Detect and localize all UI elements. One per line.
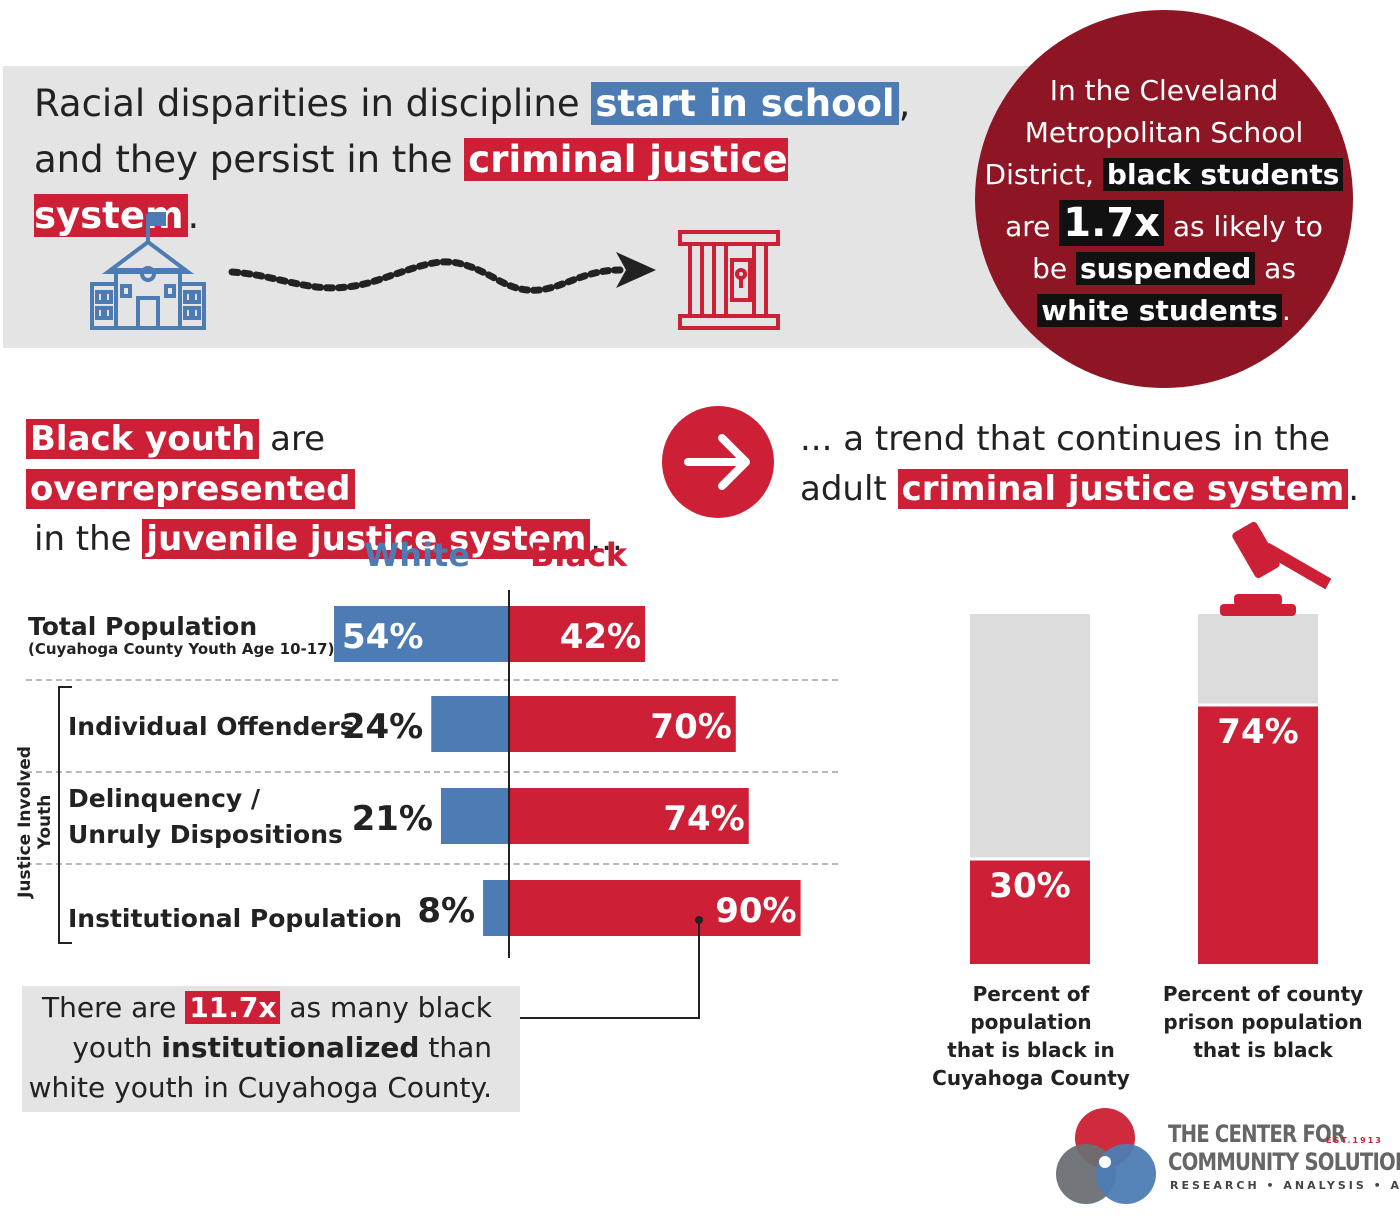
bar-black	[509, 788, 749, 844]
adult-statement: ... a trend that continues in the adult …	[800, 419, 1360, 509]
bar-black	[509, 880, 801, 936]
suspension-stat-text: In the Cleveland Metropolitan School Dis…	[975, 70, 1353, 332]
row-divider	[26, 771, 838, 773]
bar-white	[440, 788, 509, 844]
legend-black: Black	[530, 536, 628, 574]
bar-black	[509, 606, 646, 662]
bar-fill	[1198, 705, 1318, 964]
logo-line1: THE CENTER FOR	[1168, 1120, 1346, 1148]
justice-involved-bracket	[58, 686, 72, 944]
row-label-delinquency-1: Delinquency /	[68, 784, 261, 813]
dotted-arrow-icon	[228, 252, 656, 294]
diverging-bar-chart: 54% 42% 24% 70% 21% 74% 8% 90%	[334, 590, 801, 958]
bar-white	[431, 696, 509, 752]
gavel-icon	[1220, 521, 1332, 616]
legend-white: White	[364, 536, 471, 574]
suspension-stat-circle: In the Cleveland Metropolitan School Dis…	[975, 10, 1353, 388]
bar-value-label: 30%	[989, 866, 1070, 906]
jail-cell-icon	[678, 230, 780, 330]
caption-population: Percent of population that is black in C…	[932, 982, 1130, 1090]
value-label-black: 70%	[650, 707, 731, 747]
value-label-black: 74%	[663, 799, 744, 839]
logo-tagline: RESEARCH • ANALYSIS • ACTION	[1170, 1179, 1400, 1192]
school-icon	[90, 212, 206, 330]
connector-line	[496, 916, 703, 1022]
value-label-white: 8%	[417, 891, 475, 931]
logo-mark-icon	[1056, 1108, 1156, 1204]
value-label-black: 90%	[715, 891, 796, 931]
caption-prison: Percent of county prison population that…	[1162, 982, 1364, 1062]
row-sublabel-total-population: (Cuyahoga County Youth Age 10-17)	[28, 640, 335, 658]
right-arrow-icon	[662, 406, 774, 518]
logo-est: EST.1913	[1326, 1136, 1383, 1145]
row-label-institutional-population: Institutional Population	[68, 904, 403, 933]
bar-white	[334, 606, 509, 662]
adult-comparison-chart: 30% 74%	[970, 521, 1332, 964]
value-label-white: 21%	[352, 799, 433, 839]
value-label-white: 24%	[342, 707, 423, 747]
bar-fill	[970, 859, 1090, 964]
bar-black	[509, 696, 736, 752]
row-label-individual-offenders: Individual Offenders	[68, 712, 355, 741]
value-label-black: 42%	[560, 617, 641, 657]
row-divider	[26, 863, 838, 865]
row-label-total-population: Total Population	[28, 612, 258, 641]
bar-white	[483, 880, 509, 936]
value-label-white: 54%	[342, 617, 423, 657]
bar-value-label: 74%	[1217, 712, 1298, 752]
logo-line2: COMMUNITY SOLUTIONS	[1168, 1148, 1400, 1176]
headline-highlight-school: start in school	[591, 82, 899, 125]
institutionalized-note-text: There are 11.7x as many black youth inst…	[28, 991, 492, 1104]
juvenile-statement: Black youth are overrepresented in the j…	[26, 414, 646, 564]
row-divider	[26, 679, 838, 681]
row-label-delinquency-2: Unruly Dispositions	[68, 820, 343, 849]
headline: Racial disparities in discipline start i…	[34, 82, 911, 237]
